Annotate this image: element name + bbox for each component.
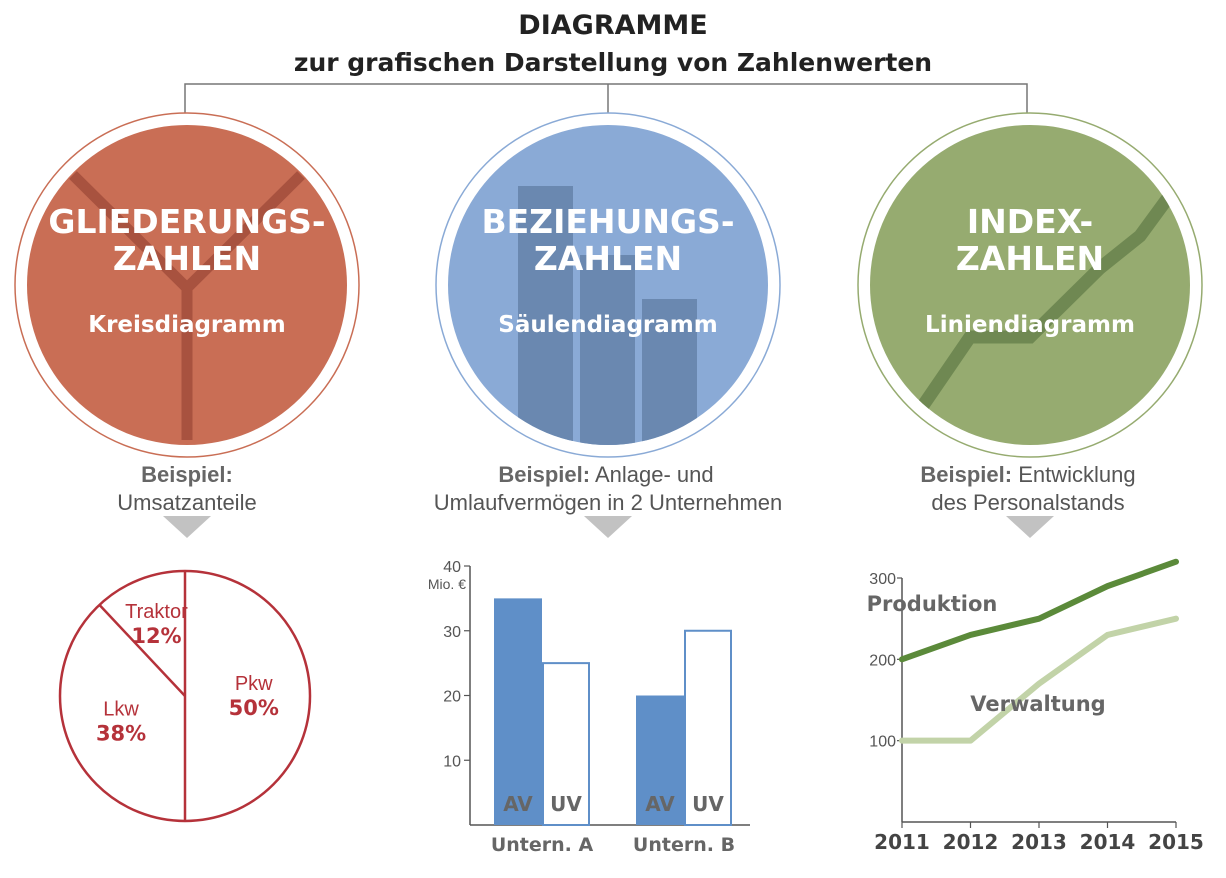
- bar: [684, 629, 732, 826]
- example-caption-1: Beispiel:: [141, 462, 233, 487]
- bar: [494, 598, 542, 825]
- circle-indexzahlen: INDEX- ZAHLEN Liniendiagramm: [857, 112, 1203, 458]
- x-category-label: Untern. A: [491, 834, 594, 856]
- y-tick-label: 300: [869, 571, 896, 588]
- x-tick-label: 2012: [943, 830, 999, 854]
- series-label: Verwaltung: [970, 692, 1105, 716]
- circle-subtitle: Liniendiagramm: [925, 312, 1135, 338]
- bar: [542, 662, 590, 826]
- bar: [636, 695, 684, 825]
- bar-icon: [518, 186, 697, 445]
- y-tick-label: 30: [443, 624, 461, 641]
- circle-title-line1: GLIEDERUNGS-: [48, 202, 325, 241]
- y-tick-label: 20: [443, 689, 461, 706]
- circle-gliederungszahlen: GLIEDERUNGS- ZAHLEN Kreisdiagramm: [14, 112, 360, 458]
- y-axis-unit-label: Mio. €: [428, 576, 466, 592]
- pie-slice-boundary: [98, 604, 186, 697]
- connector-bracket: [184, 83, 1028, 113]
- line-series-verwaltung: [899, 615, 1179, 744]
- circle-title-line2: ZAHLEN: [113, 239, 261, 278]
- circle-title-line2: ZAHLEN: [534, 239, 682, 278]
- circle-title-line2: ZAHLEN: [956, 239, 1104, 278]
- page-title: DIAGRAMME: [518, 10, 707, 41]
- x-tick-label: 2014: [1080, 830, 1136, 854]
- line-icon: [914, 191, 1176, 414]
- pie-slice-percent: 50%: [229, 696, 279, 720]
- arrow-down-icon: [163, 516, 211, 538]
- x-category-label: Untern. B: [633, 834, 735, 856]
- circle-beziehungszahlen: BEZIEHUNGS- ZAHLEN Säulendiagramm: [435, 112, 781, 458]
- bar-series-label: AV: [503, 792, 533, 816]
- pie-slice-percent: 12%: [131, 624, 181, 648]
- series-label: Produktion: [867, 592, 998, 616]
- pie-icon-lines: [69, 171, 305, 440]
- circle-fill: [870, 125, 1190, 445]
- example-caption-3: Beispiel: Entwicklung: [920, 462, 1135, 487]
- line-series-produktion: [899, 558, 1179, 663]
- pie-slice-percent: 38%: [96, 721, 146, 745]
- x-tick-label: 2015: [1148, 830, 1204, 854]
- y-tick-label: 200: [869, 652, 896, 669]
- arrow-down-icon: [1006, 516, 1054, 538]
- example-caption-1-line2: Umsatzanteile: [117, 490, 256, 515]
- example-caption-2-line2: Umlaufvermögen in 2 Unternehmen: [434, 490, 783, 515]
- circle-title-line1: INDEX-: [967, 202, 1093, 241]
- pie-slice-label: Pkw: [235, 673, 273, 695]
- arrow-down-icon: [584, 516, 632, 538]
- pie-slice-label: Lkw: [103, 698, 139, 720]
- bar-series-label: AV: [645, 792, 675, 816]
- x-tick-label: 2011: [874, 830, 930, 854]
- y-tick-label: 40: [443, 559, 461, 576]
- x-tick-label: 2013: [1011, 830, 1067, 854]
- bar-series-label: UV: [692, 792, 724, 816]
- example-caption-3-line2: des Personalstands: [931, 490, 1124, 515]
- page-subtitle: zur grafischen Darstellung von Zahlenwer…: [294, 48, 932, 77]
- circle-subtitle: Kreisdiagramm: [88, 312, 285, 338]
- circle-subtitle: Säulendiagramm: [498, 312, 717, 338]
- bar-series-label: UV: [550, 792, 582, 816]
- line-chart: 100 200 300 2011 2012 2013 2014 2015 Produktion V…: [867, 558, 1204, 854]
- circle-title-line1: BEZIEHUNGS-: [481, 202, 734, 241]
- pie-slice-label: Traktor: [125, 601, 188, 623]
- y-tick-label: 100: [869, 734, 896, 751]
- y-tick-label: 10: [443, 753, 461, 770]
- example-caption-2: Beispiel: Anlage- und: [498, 462, 713, 487]
